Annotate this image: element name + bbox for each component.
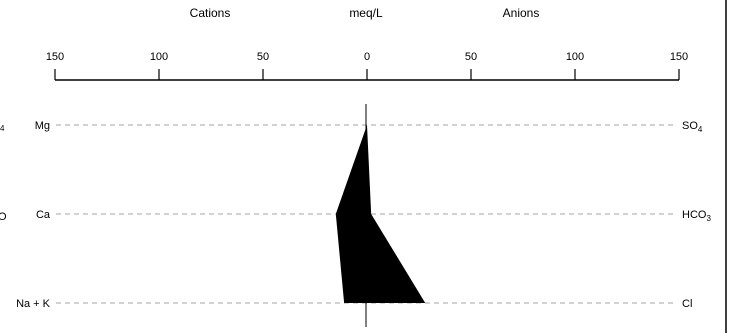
x-tick-label-5: 100 <box>566 51 584 63</box>
x-axis-ticks: 150 100 50 0 50 100 150 <box>46 51 688 80</box>
row-labels: Mg SO4 Ca HCO3 Na + K Cl <box>16 120 711 310</box>
units-header: meq/L <box>349 6 383 20</box>
cations-header: Cations <box>190 6 231 20</box>
x-tick-label-6: 150 <box>670 51 688 63</box>
cation-label-1: Ca <box>36 209 51 221</box>
x-tick-label-0: 150 <box>46 51 64 63</box>
x-tick-label-2: 50 <box>257 51 269 63</box>
stiff-polygon <box>335 125 426 303</box>
x-tick-label-3: 0 <box>364 51 370 63</box>
anions-header: Anions <box>503 6 540 20</box>
anion-label-0: SO4 <box>682 120 703 134</box>
cation-label-2: Na + K <box>16 298 51 310</box>
clipped-left-label-2: O <box>0 211 7 223</box>
anion-label-2: Cl <box>682 298 692 310</box>
clipped-left-label-1: 4 <box>0 124 5 133</box>
anion-label-1: HCO3 <box>682 209 711 223</box>
cation-label-0: Mg <box>35 120 50 132</box>
x-tick-label-4: 50 <box>465 51 477 63</box>
x-tick-label-1: 100 <box>150 51 168 63</box>
